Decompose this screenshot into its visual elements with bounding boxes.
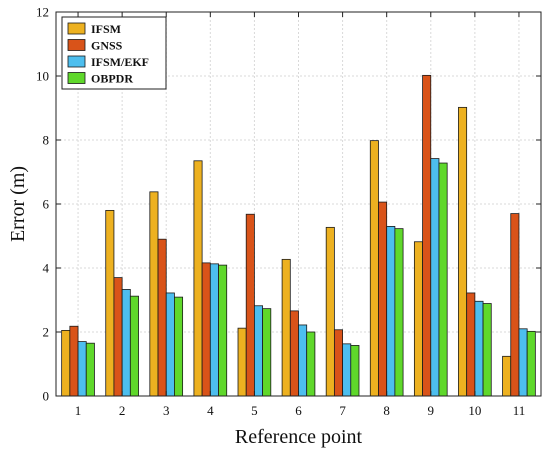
bar-gnss-11 [510, 213, 520, 397]
y-tick-label: 4 [43, 261, 50, 276]
x-axis-title: Reference point [235, 426, 363, 448]
x-tick-label: 4 [207, 403, 214, 418]
bar-ifsm-ekf-10 [474, 300, 484, 397]
bar-ifsm-1 [61, 329, 71, 397]
bar-obpdr-9 [438, 162, 448, 397]
bar-obpdr-4 [218, 264, 228, 397]
bar-ifsm-11 [502, 355, 512, 397]
bar-gnss-10 [466, 292, 476, 397]
bar-gnss-1 [69, 325, 79, 397]
bar-gnss-9 [422, 74, 432, 397]
bar-ifsm-4 [193, 160, 203, 397]
bar-gnss-5 [245, 213, 255, 397]
bar-ifsm-8 [369, 140, 379, 397]
x-tick-label: 1 [75, 403, 82, 418]
y-axis-title: Error (m) [7, 166, 29, 242]
bar-ifsm-7 [325, 226, 335, 397]
bar-obpdr-1 [85, 342, 95, 397]
x-tick-label: 5 [251, 403, 258, 418]
bar-gnss-6 [289, 310, 299, 397]
legend-swatch [67, 72, 86, 84]
bar-ifsm-ekf-4 [209, 263, 219, 397]
x-tick-label: 11 [513, 403, 526, 418]
bar-gnss-7 [333, 329, 343, 397]
legend-swatch [67, 39, 86, 51]
bar-gnss-3 [157, 238, 167, 397]
bar-ifsm-ekf-8 [386, 225, 396, 397]
bar-ifsm-ekf-3 [165, 292, 175, 397]
bars [61, 74, 536, 397]
y-tick-label: 0 [43, 389, 50, 404]
bar-ifsm-6 [281, 258, 291, 397]
bar-ifsm-10 [458, 106, 468, 397]
x-tick-label: 6 [295, 403, 302, 418]
x-tick-label: 7 [339, 403, 346, 418]
legend-label: GNSS [91, 39, 123, 53]
x-tick-label: 8 [383, 403, 390, 418]
x-tick-label: 2 [119, 403, 126, 418]
x-tick-label: 3 [163, 403, 170, 418]
y-tick-label: 8 [43, 133, 50, 148]
bar-ifsm-2 [105, 209, 115, 397]
bar-gnss-4 [201, 262, 211, 397]
bar-obpdr-10 [482, 303, 492, 397]
legend-label: IFSM [91, 22, 121, 36]
x-axis-ticks: 1 2 3 4 5 6 7 8 9 10 11 [75, 12, 525, 418]
y-axis-ticks: 0 2 4 6 8 10 12 [36, 5, 541, 404]
bar-gnss-2 [113, 277, 123, 397]
bar-obpdr-8 [394, 228, 404, 397]
bar-obpdr-11 [526, 330, 536, 397]
bar-ifsm-ekf-9 [430, 158, 440, 397]
bar-gnss-8 [378, 201, 388, 397]
bar-obpdr-3 [174, 296, 184, 397]
bar-obpdr-5 [262, 308, 272, 397]
legend-label: OBPDR [91, 72, 133, 86]
bar-ifsm-ekf-6 [298, 324, 308, 397]
legend-swatch [67, 55, 86, 68]
bar-ifsm-ekf-2 [121, 289, 131, 397]
bar-ifsm-ekf-5 [254, 305, 264, 397]
legend: IFSM GNSS IFSM/EKF OBPDR [61, 16, 167, 90]
y-tick-label: 6 [43, 197, 50, 212]
bar-ifsm-ekf-1 [77, 341, 87, 397]
x-tick-label: 9 [428, 403, 435, 418]
legend-swatch [67, 22, 86, 35]
y-tick-label: 2 [43, 325, 50, 340]
x-tick-label: 10 [468, 403, 481, 418]
bar-obpdr-2 [129, 295, 139, 397]
bar-obpdr-6 [306, 331, 316, 397]
bar-ifsm-ekf-7 [342, 343, 352, 397]
y-tick-label: 10 [36, 69, 49, 84]
bar-ifsm-9 [413, 241, 423, 397]
bar-obpdr-7 [350, 345, 360, 397]
bar-ifsm-3 [149, 191, 159, 397]
bar-ifsm-5 [237, 327, 247, 397]
bar-ifsm-ekf-11 [518, 328, 528, 397]
legend-label: IFSM/EKF [91, 55, 149, 69]
y-tick-label: 12 [36, 5, 49, 20]
